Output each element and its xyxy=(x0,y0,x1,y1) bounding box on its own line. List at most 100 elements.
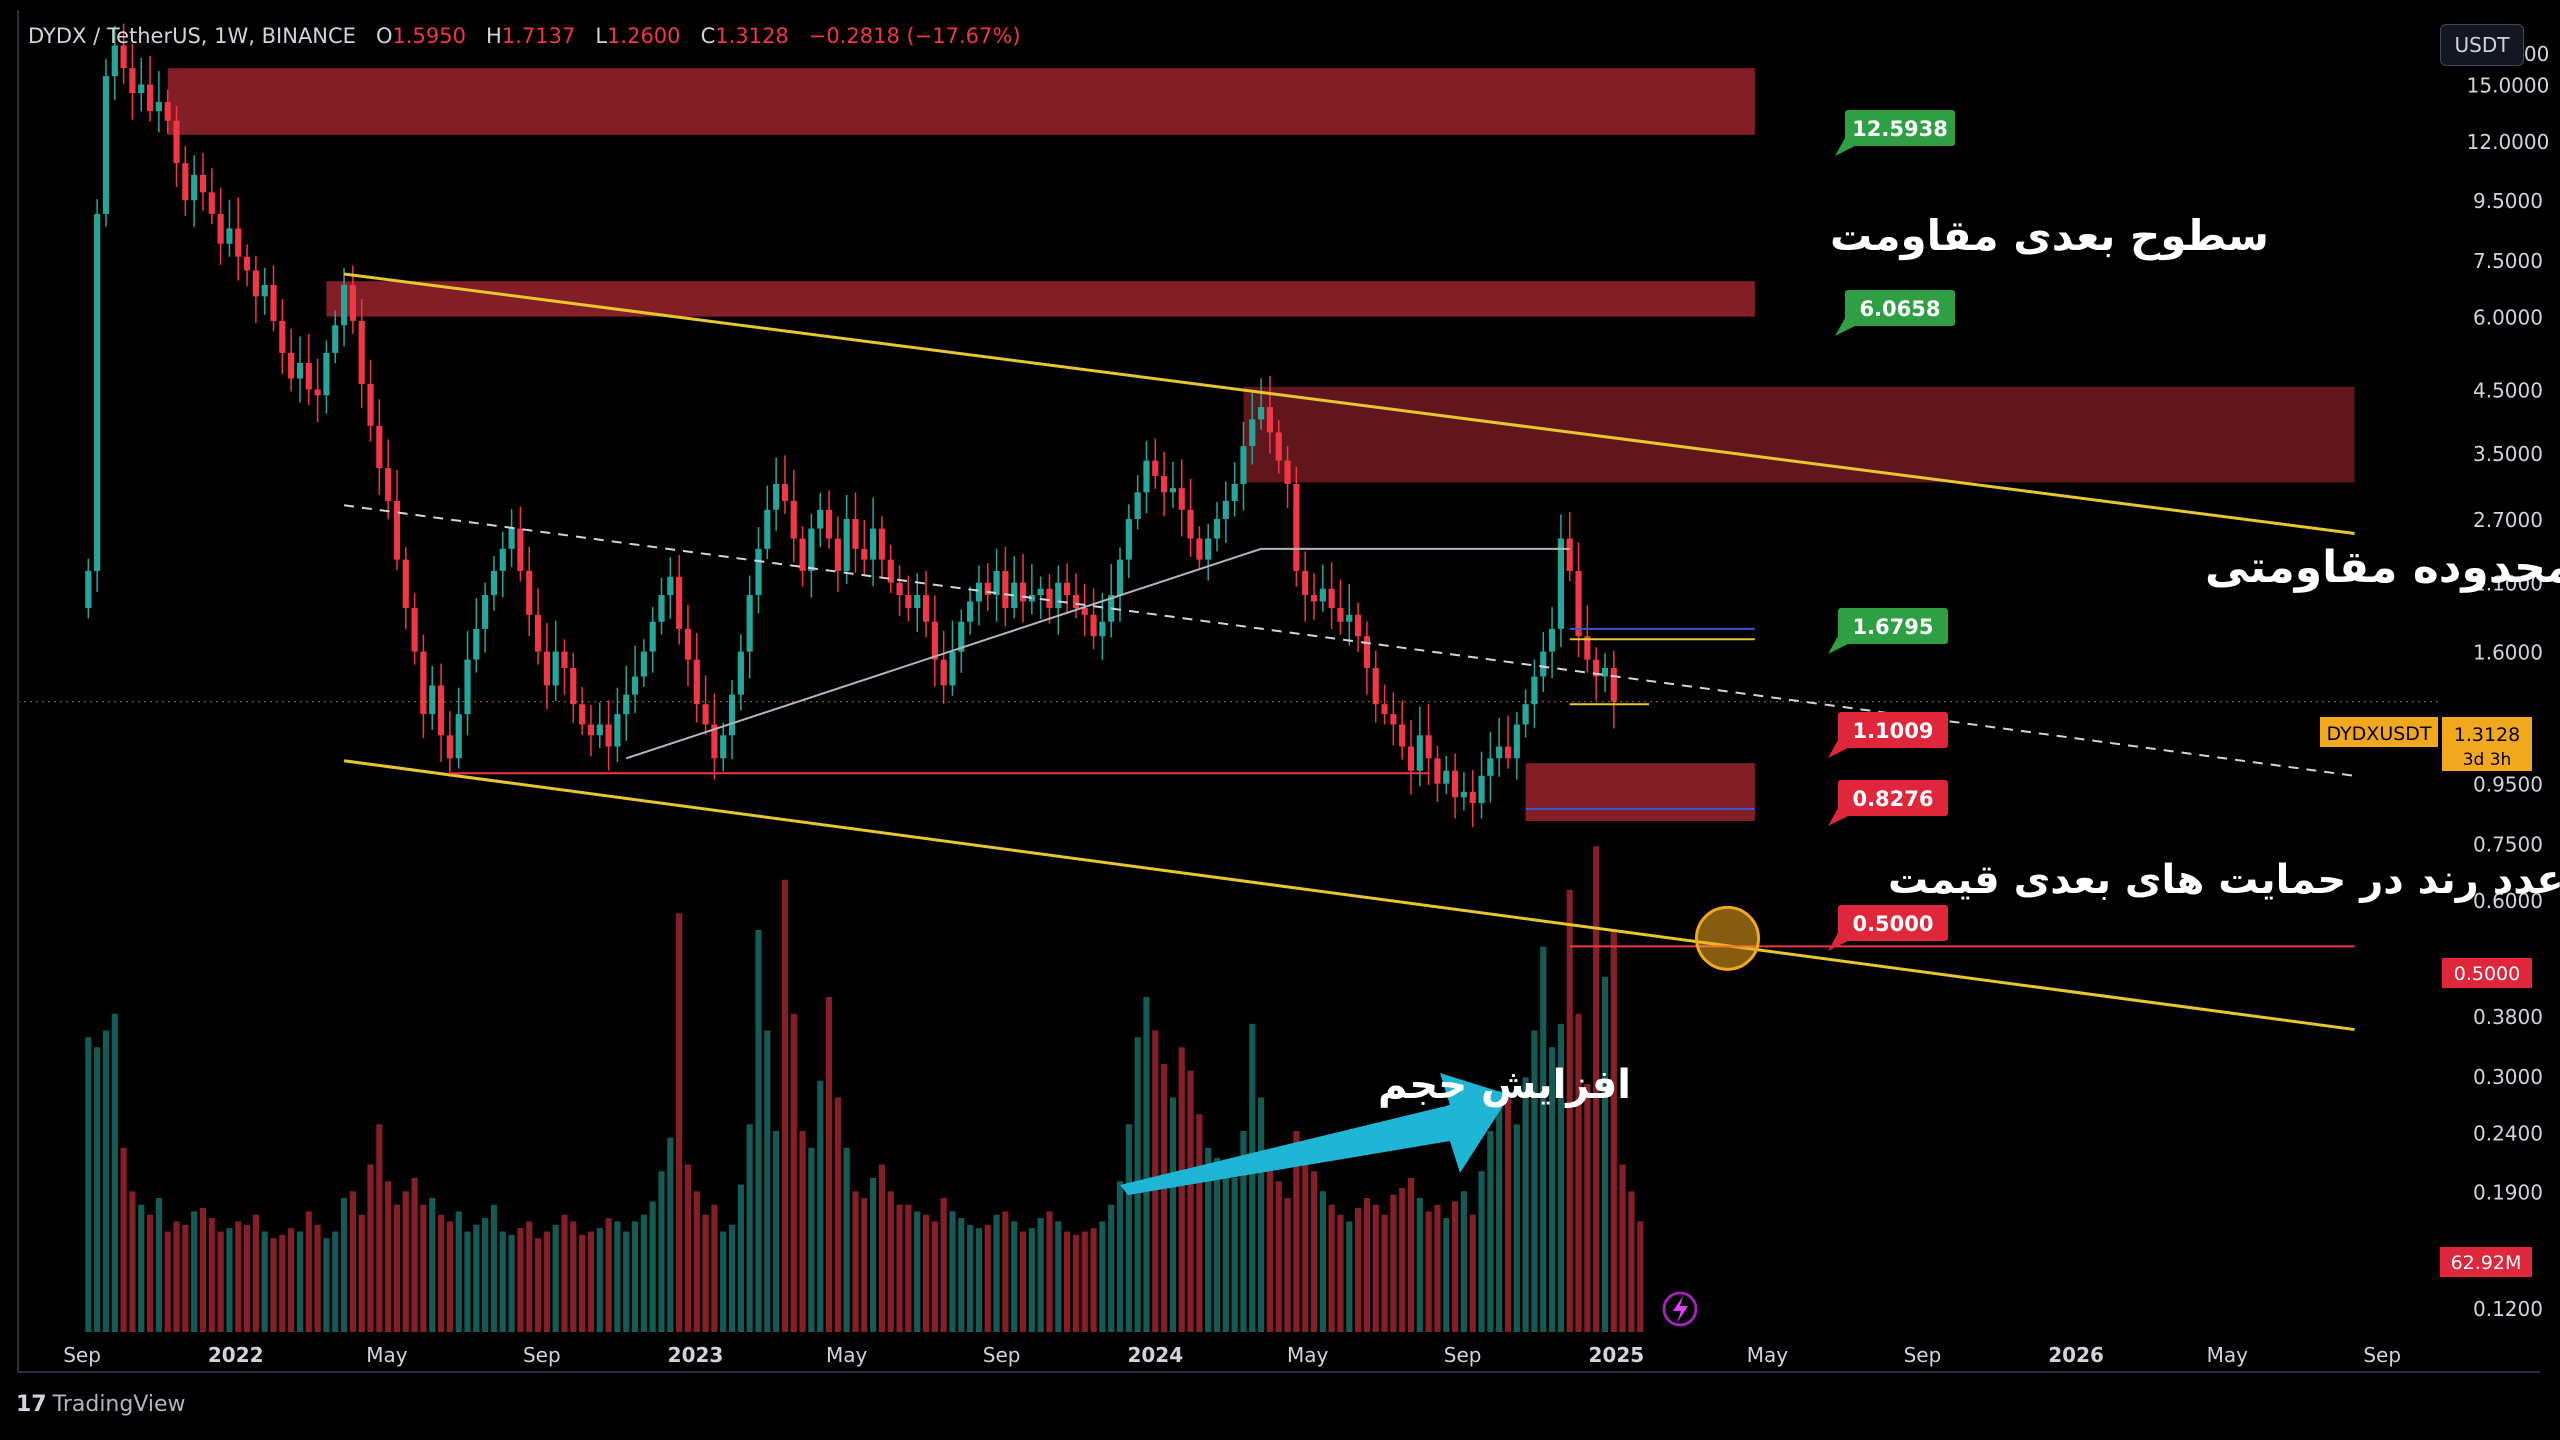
highlight-circle xyxy=(1694,905,1760,971)
candle-body xyxy=(1460,791,1467,798)
candle-body xyxy=(314,389,321,396)
candle-body xyxy=(1513,724,1520,759)
x-tick-label: May xyxy=(366,1343,408,1367)
volume-bar xyxy=(720,1231,727,1332)
volume-bar xyxy=(975,1228,983,1332)
y-tick-label: 15.0000 xyxy=(2467,73,2550,97)
volume-badge-text: 62.92M xyxy=(2451,1252,2522,1274)
candle-body xyxy=(1064,582,1071,596)
level-label-bg xyxy=(1838,608,1948,644)
y-tick-label: 0.3800 xyxy=(2473,1005,2543,1029)
volume-bar xyxy=(1002,1211,1009,1332)
volume-bar xyxy=(614,1221,621,1332)
volume-bar xyxy=(1284,1198,1291,1332)
close-value: 1.3128 xyxy=(715,24,789,48)
trendline-2 xyxy=(343,504,2355,777)
candle-body xyxy=(817,509,824,529)
volume-bar xyxy=(138,1204,145,1332)
volume-bar xyxy=(1231,1177,1238,1332)
volume-bar xyxy=(737,1184,744,1332)
volume-bar xyxy=(490,1204,498,1332)
candle-body xyxy=(102,76,110,214)
volume-bar xyxy=(111,1013,118,1332)
annotation-text: سطوح بعدی مقاومت xyxy=(1830,211,2269,261)
tradingview-brand[interactable]: 17 TradingView xyxy=(16,1392,186,1417)
trendline-3 xyxy=(625,547,1262,760)
candle-body xyxy=(1522,704,1529,725)
volume-bar xyxy=(446,1221,453,1332)
volume-bar xyxy=(499,1231,506,1332)
volume-bar xyxy=(94,1047,101,1332)
volume-bar xyxy=(755,930,762,1332)
candle-body xyxy=(296,362,304,379)
volume-bar xyxy=(473,1224,480,1332)
volume-bar xyxy=(1302,1157,1309,1332)
candle-body xyxy=(975,582,983,602)
candle-body xyxy=(1222,500,1229,520)
candle-body xyxy=(1134,492,1141,520)
candle-body xyxy=(1355,614,1362,637)
volume-bar xyxy=(199,1208,207,1332)
candle-body xyxy=(746,595,753,652)
candle-body xyxy=(1152,460,1159,476)
candle-body xyxy=(288,352,295,379)
x-tick-label: Sep xyxy=(1904,1343,1942,1367)
volume-bar xyxy=(534,1238,542,1332)
volume-bar xyxy=(861,1198,868,1332)
candle-body xyxy=(878,528,886,560)
volume-bar xyxy=(1099,1221,1106,1332)
candle-body xyxy=(1399,724,1406,747)
candle-body xyxy=(1302,570,1309,596)
candle-body xyxy=(1178,488,1185,510)
current-price-value: 1.3128 xyxy=(2454,724,2520,746)
volume-bar xyxy=(1478,1171,1485,1332)
candle-body xyxy=(1019,582,1027,602)
currency-button[interactable]: USDT xyxy=(2440,24,2524,66)
candle-body xyxy=(914,595,921,609)
volume-bar xyxy=(208,1218,215,1332)
volume-bar xyxy=(1610,930,1617,1332)
candle-body xyxy=(217,213,224,244)
volume-bar xyxy=(1125,1124,1132,1332)
candle-body xyxy=(667,576,674,596)
volume-bar xyxy=(1443,1218,1450,1332)
volume-bar xyxy=(658,1171,665,1332)
volume-bar xyxy=(1310,1171,1318,1332)
volume-bar xyxy=(482,1218,489,1332)
volume-bar xyxy=(146,1214,154,1332)
volume-bar xyxy=(411,1177,418,1332)
volume-bar xyxy=(1178,1047,1185,1332)
volume-bar xyxy=(1258,1097,1265,1332)
volume-bar xyxy=(878,1164,886,1332)
volume-bar xyxy=(1090,1228,1097,1332)
x-tick-label: May xyxy=(2207,1343,2249,1367)
candle-body xyxy=(279,320,286,353)
volume-bar xyxy=(1399,1187,1406,1332)
volume-bar xyxy=(385,1181,392,1332)
y-tick-label: 0.2400 xyxy=(2473,1121,2543,1145)
volume-bar xyxy=(1108,1204,1115,1332)
volume-bar xyxy=(429,1198,436,1332)
volume-bar xyxy=(1469,1214,1476,1332)
current-price-badge-bg xyxy=(2442,717,2532,771)
candle-body xyxy=(94,213,101,571)
volume-bar xyxy=(1637,1221,1644,1332)
candle-body xyxy=(85,570,92,609)
volume-bar xyxy=(1161,1064,1168,1332)
volume-bar xyxy=(1064,1231,1071,1332)
candle-body xyxy=(305,362,312,390)
candle-body xyxy=(1161,475,1168,493)
candle-body xyxy=(1540,651,1547,677)
volume-bar xyxy=(773,1131,780,1332)
candle-body xyxy=(1169,488,1177,493)
volume-bar xyxy=(993,1214,1000,1332)
annotation-text: افزایش حجم xyxy=(1378,1062,1631,1108)
x-tick-label: 2024 xyxy=(1127,1343,1183,1367)
volume-bar xyxy=(1522,1077,1529,1332)
candle-body xyxy=(1504,746,1512,759)
volume-bar xyxy=(667,1137,674,1332)
candle-body xyxy=(332,325,339,353)
volume-bar xyxy=(173,1221,180,1332)
candle-body xyxy=(270,284,277,321)
